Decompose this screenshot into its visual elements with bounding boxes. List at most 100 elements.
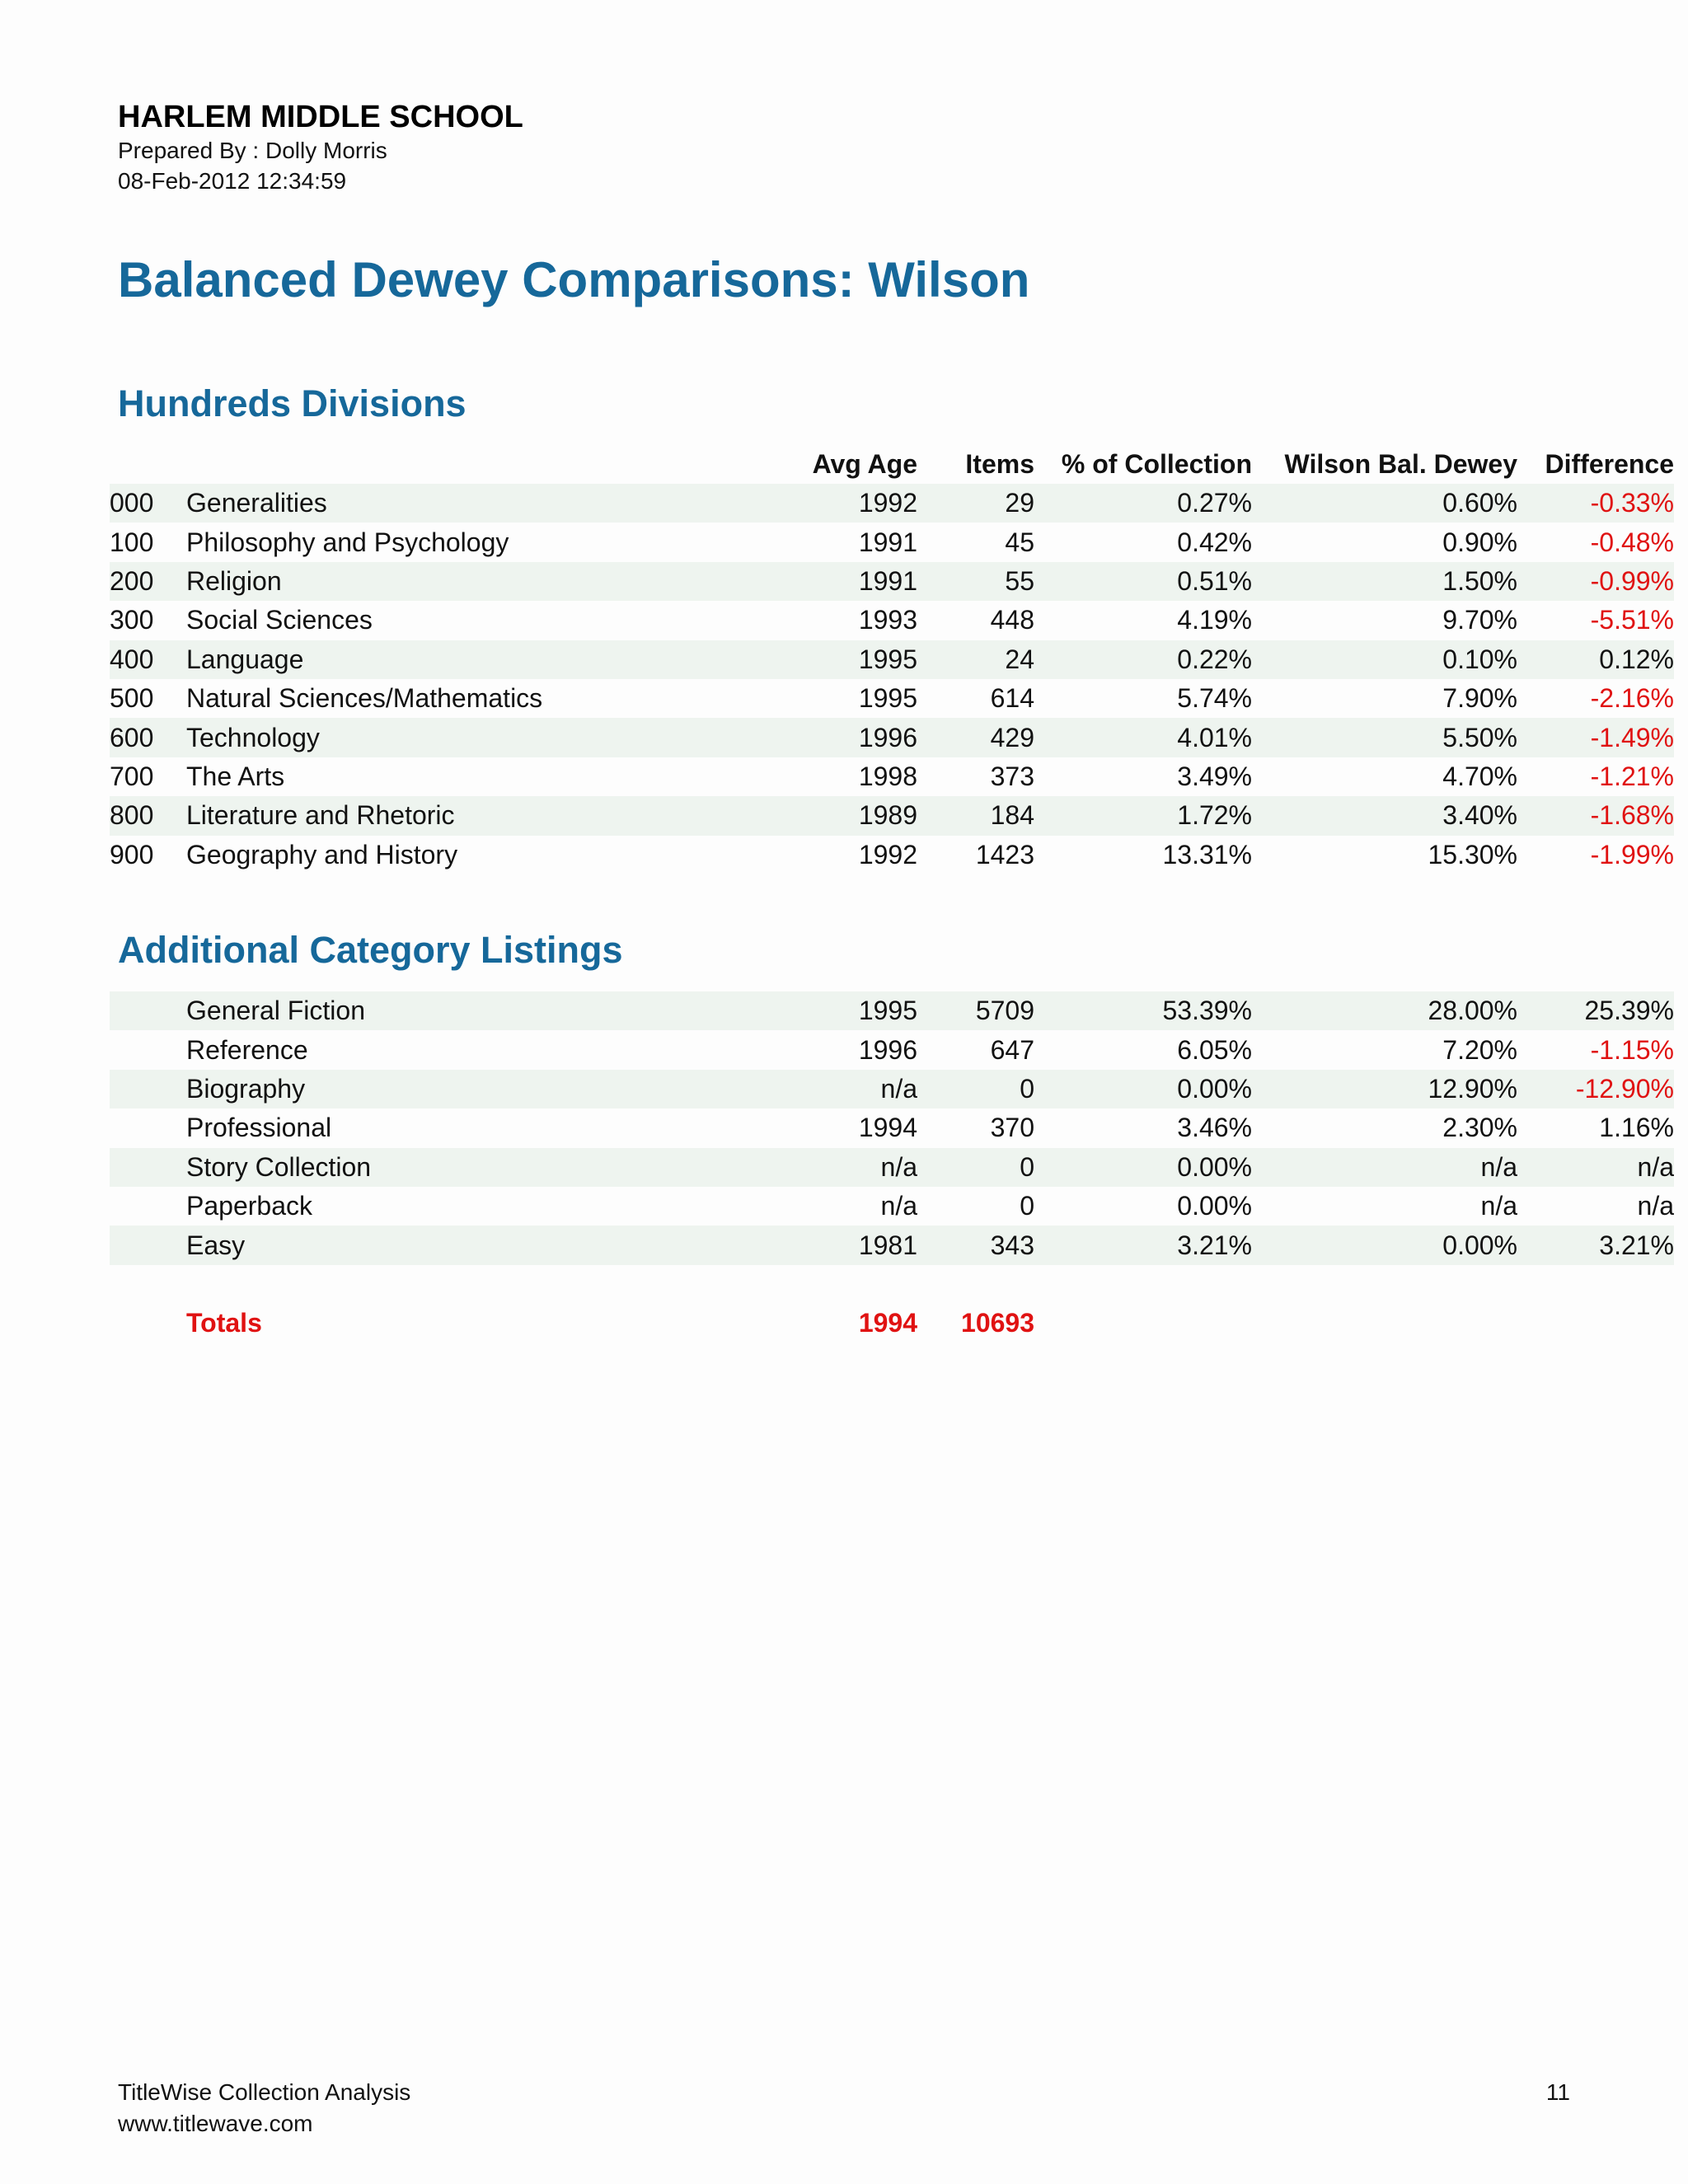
difference-cell: -12.90% bbox=[1517, 1069, 1674, 1109]
items-cell: 0 bbox=[1020, 1191, 1034, 1221]
name-header bbox=[186, 445, 670, 484]
pct-collection-header: % of Collection bbox=[1061, 449, 1252, 479]
pct-collection-cell: 0.00% bbox=[1034, 1069, 1252, 1109]
difference-cell: 3.21% bbox=[1517, 1226, 1674, 1265]
category-name: General Fiction bbox=[186, 991, 670, 1031]
additional-category-title: Additional Category Listings bbox=[118, 929, 623, 971]
wilson-cell: 28.00% bbox=[1252, 991, 1517, 1031]
hundreds-divisions-title: Hundreds Divisions bbox=[118, 382, 467, 424]
category-name: Paperback bbox=[186, 1191, 312, 1221]
category-name: Biography bbox=[186, 1069, 670, 1109]
difference-cell: -0.99% bbox=[1517, 561, 1674, 602]
pct-collection-cell: 0.00% bbox=[1034, 1147, 1252, 1187]
footer-product: TitleWise Collection Analysis bbox=[118, 2079, 411, 2105]
avg-age-cell: 1981 bbox=[670, 1226, 917, 1265]
pct-collection-cell: 3.46% bbox=[1177, 1113, 1252, 1143]
table-row: 700 The Arts 1998 373 3.49% 4.70% -1.21% bbox=[110, 757, 1674, 796]
table-row: Reference 1996 647 6.05% 7.20% -1.15% bbox=[110, 1030, 1674, 1069]
difference-cell: 25.39% bbox=[1517, 991, 1674, 1031]
table-row: Professional 1994 370 3.46% 2.30% 1.16% bbox=[110, 1108, 1674, 1147]
column-header-row: Avg Age Items % of Collection Wilson Bal… bbox=[110, 445, 1674, 484]
category-name: Natural Sciences/Mathematics bbox=[186, 683, 543, 714]
category-name: The Arts bbox=[186, 761, 285, 791]
dewey-code: 200 bbox=[110, 561, 186, 602]
school-name: HARLEM MIDDLE SCHOOL bbox=[118, 100, 523, 134]
table-row: Biography n/a 0 0.00% 12.90% -12.90% bbox=[110, 1069, 1674, 1109]
dewey-code: 900 bbox=[110, 839, 154, 869]
category-name: Social Sciences bbox=[186, 605, 373, 635]
wilson-cell: 1.50% bbox=[1252, 561, 1517, 602]
difference-cell: -2.16% bbox=[1590, 683, 1674, 714]
difference-cell: -0.33% bbox=[1517, 484, 1674, 523]
dewey-code: 600 bbox=[110, 718, 186, 757]
table-row: General Fiction 1995 5709 53.39% 28.00% 25.39… bbox=[110, 991, 1674, 1031]
page-number: 11 bbox=[1545, 2079, 1570, 2105]
wilson-cell: 0.90% bbox=[1442, 527, 1517, 557]
pct-collection-cell: 4.19% bbox=[1177, 605, 1252, 635]
pct-collection-cell: 0.42% bbox=[1177, 527, 1252, 557]
category-name: Generalities bbox=[186, 484, 670, 523]
hundreds-divisions-table: Avg Age Items % of Collection Wilson Bal… bbox=[110, 445, 1674, 874]
category-name: Professional bbox=[186, 1113, 332, 1143]
avg-age-cell: 1996 bbox=[858, 1034, 917, 1065]
report-header: HARLEM MIDDLE SCHOOL Prepared By : Dolly… bbox=[118, 99, 523, 196]
table-row: Easy 1981 343 3.21% 0.00% 3.21% bbox=[110, 1226, 1674, 1265]
wilson-cell: 15.30% bbox=[1428, 839, 1517, 869]
items-cell: 373 bbox=[990, 761, 1034, 791]
difference-cell: -1.99% bbox=[1590, 839, 1674, 869]
wilson-cell: 9.70% bbox=[1442, 605, 1517, 635]
items-cell: 45 bbox=[1005, 527, 1034, 557]
pct-collection-cell: 5.74% bbox=[1177, 683, 1252, 714]
avg-age-cell: 1989 bbox=[670, 796, 917, 836]
category-name: Philosophy and Psychology bbox=[186, 527, 509, 557]
totals-table: Totals 1994 10693 bbox=[110, 1304, 1674, 1343]
items-header: Items bbox=[965, 449, 1034, 479]
difference-cell: n/a bbox=[1637, 1191, 1674, 1221]
avg-age-cell: 1998 bbox=[858, 761, 917, 791]
pct-collection-cell: 3.21% bbox=[1034, 1226, 1252, 1265]
table-row: 400 Language 1995 24 0.22% 0.10% 0.12% bbox=[110, 640, 1674, 679]
category-name: Easy bbox=[186, 1226, 670, 1265]
table-row: 200 Religion 1991 55 0.51% 1.50% -0.99% bbox=[110, 561, 1674, 602]
table-row: 300 Social Sciences 1993 448 4.19% 9.70% -5.51… bbox=[110, 601, 1674, 640]
avg-age-header: Avg Age bbox=[812, 449, 917, 479]
avg-age-cell: 1993 bbox=[858, 605, 917, 635]
table-row: 900 Geography and History 1992 1423 13.31% 15… bbox=[110, 836, 1674, 874]
difference-cell: -1.49% bbox=[1517, 718, 1674, 757]
pct-collection-cell: 0.27% bbox=[1034, 484, 1252, 523]
wilson-cell: 7.90% bbox=[1442, 683, 1517, 714]
footer-url[interactable]: www.titlewave.com bbox=[118, 2111, 313, 2136]
difference-cell: -1.68% bbox=[1517, 796, 1674, 836]
wilson-cell: n/a bbox=[1480, 1191, 1517, 1221]
totals-items: 10693 bbox=[961, 1308, 1034, 1338]
avg-age-cell: 1995 bbox=[858, 683, 917, 714]
items-cell: 24 bbox=[917, 640, 1034, 679]
avg-age-cell: 1992 bbox=[858, 839, 917, 869]
items-cell: 5709 bbox=[917, 991, 1034, 1031]
items-cell: 448 bbox=[990, 605, 1034, 635]
pct-collection-cell: 4.01% bbox=[1034, 718, 1252, 757]
footer: TitleWise Collection Analysis www.titlew… bbox=[118, 2077, 410, 2139]
items-cell: 343 bbox=[917, 1226, 1034, 1265]
avg-age-cell: n/a bbox=[880, 1191, 917, 1221]
items-cell: 647 bbox=[990, 1034, 1034, 1065]
pct-collection-cell: 0.51% bbox=[1034, 561, 1252, 602]
pct-collection-cell: 0.22% bbox=[1034, 640, 1252, 679]
totals-row: Totals 1994 10693 bbox=[110, 1304, 1674, 1343]
wilson-cell: 4.70% bbox=[1442, 761, 1517, 791]
category-name: Technology bbox=[186, 718, 670, 757]
dewey-code: 000 bbox=[110, 484, 186, 523]
category-name: Story Collection bbox=[186, 1147, 670, 1187]
table-row: 800 Literature and Rhetoric 1989 184 1.72% 3.… bbox=[110, 796, 1674, 836]
avg-age-cell: 1991 bbox=[858, 527, 917, 557]
items-cell: 1423 bbox=[975, 839, 1034, 869]
items-cell: 184 bbox=[917, 796, 1034, 836]
pct-collection-cell: 13.31% bbox=[1162, 839, 1252, 869]
wilson-cell: 2.30% bbox=[1442, 1113, 1517, 1143]
table-row: 100 Philosophy and Psychology 1991 45 0.42% 0… bbox=[110, 523, 1674, 561]
category-name: Literature and Rhetoric bbox=[186, 796, 670, 836]
wilson-cell: 5.50% bbox=[1252, 718, 1517, 757]
items-cell: 370 bbox=[990, 1113, 1034, 1143]
table-row: 000 Generalities 1992 29 0.27% 0.60% -0.33% bbox=[110, 484, 1674, 523]
avg-age-cell: 1995 bbox=[670, 640, 917, 679]
